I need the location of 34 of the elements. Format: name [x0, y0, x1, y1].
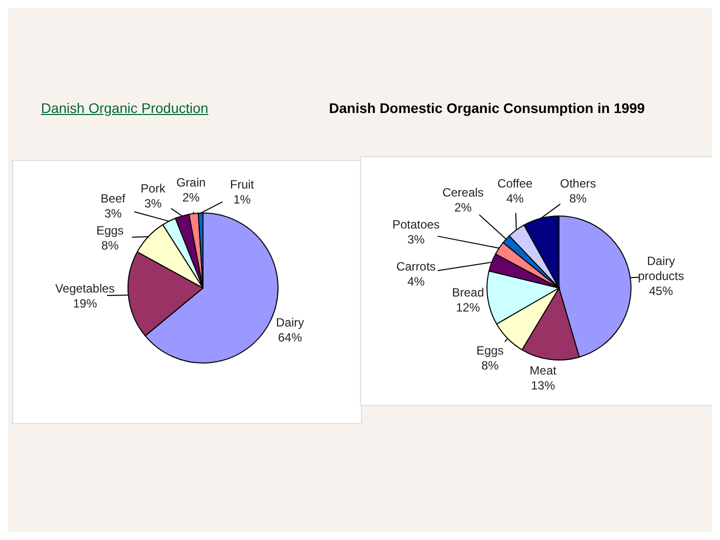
slice-label: Others: [560, 176, 596, 190]
data-label: 3%: [144, 196, 162, 210]
slice-label: Pork: [140, 182, 166, 196]
data-label: 19%: [72, 296, 98, 310]
data-label: 4%: [407, 274, 425, 288]
slice-label: Meat: [530, 364, 557, 378]
slice-label: Grain: [176, 176, 206, 190]
data-label: 8%: [101, 238, 119, 252]
data-label: 1%: [233, 192, 251, 206]
slice-label: Eggs: [476, 344, 504, 358]
slice-label: Dairy: [276, 316, 304, 330]
data-label: 3%: [407, 232, 425, 246]
data-label: 8%: [569, 192, 587, 206]
data-label: 4%: [506, 192, 524, 206]
slice-label: Bread: [452, 286, 484, 300]
data-label: 64%: [278, 330, 302, 344]
data-label: 8%: [481, 358, 499, 372]
slice-label: Coffee: [497, 176, 533, 190]
slice-label: Cereals: [442, 186, 484, 200]
data-label: 2%: [454, 200, 472, 214]
slice-label: Vegetables: [55, 282, 115, 296]
slice-label: Eggs: [96, 224, 124, 238]
data-label: 3%: [104, 206, 122, 220]
slice-label: Potatoes: [392, 218, 440, 232]
slice-label: Beef: [100, 192, 126, 206]
slice-label: Dairy products: [638, 254, 684, 283]
slice-label: Carrots: [396, 260, 436, 274]
data-label: 13%: [530, 378, 556, 392]
chart-title: Danish Domestic Organic Consumption in 1999: [329, 100, 645, 116]
data-label: 2%: [182, 190, 200, 204]
slice-label: Fruit: [230, 178, 255, 192]
chart-title: Danish Organic Production: [41, 100, 208, 116]
data-label: 12%: [456, 300, 480, 314]
data-label: 45%: [648, 284, 674, 298]
